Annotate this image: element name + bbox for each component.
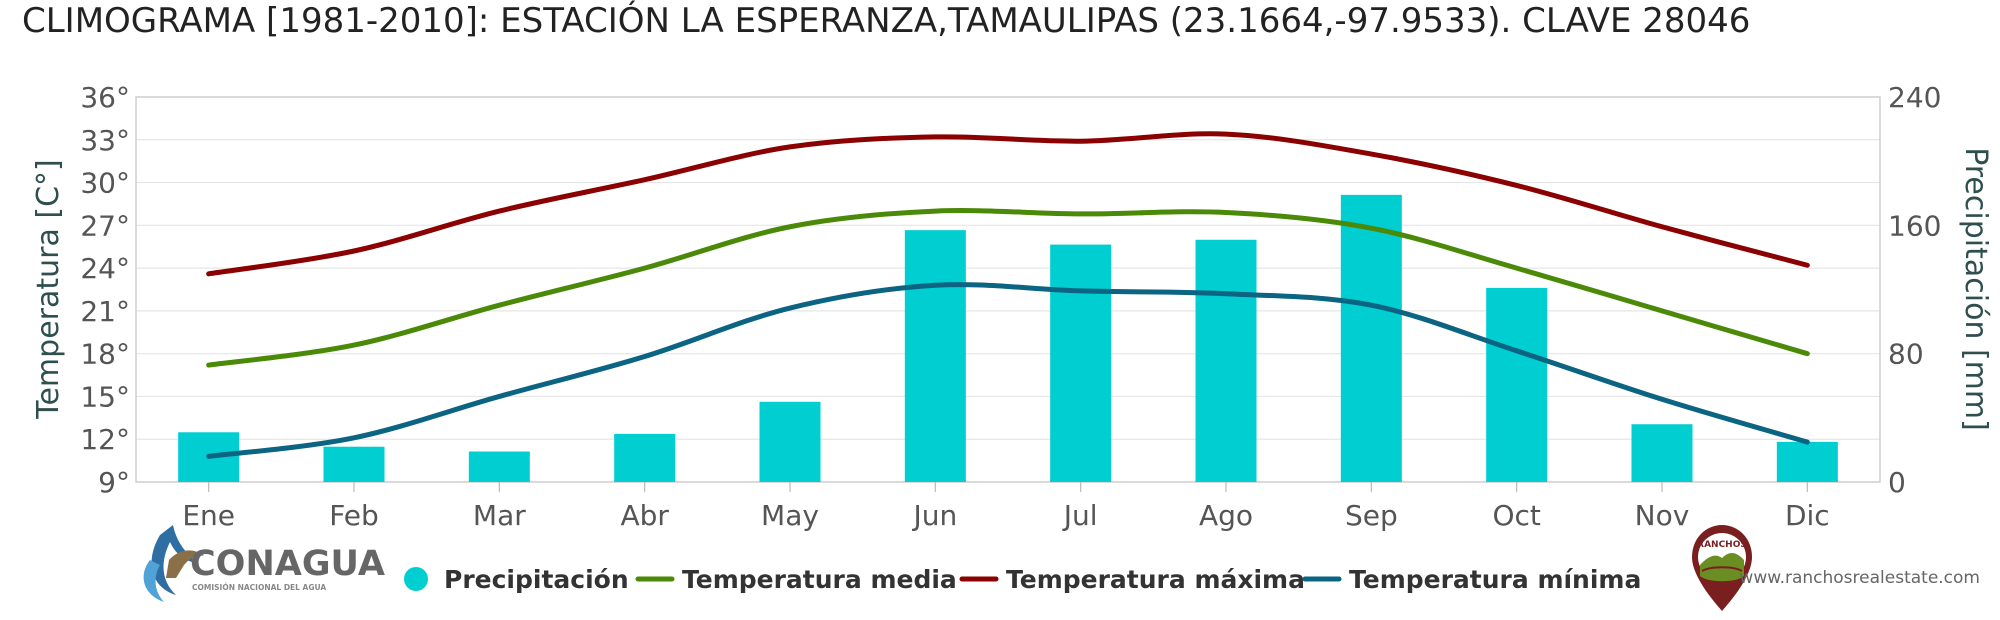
x-tick-label: Jun xyxy=(911,499,957,532)
x-tick-label: Mar xyxy=(473,499,526,532)
left-tick-label: 27° xyxy=(80,209,130,242)
left-tick-label: 24° xyxy=(80,252,130,285)
x-tick-label: Dic xyxy=(1785,499,1830,532)
right-tick-label: 160 xyxy=(1888,209,1941,242)
x-tick-label: Jul xyxy=(1062,499,1098,532)
legend-item-label: Temperatura media xyxy=(682,565,957,594)
right-tick-label: 0 xyxy=(1888,466,1906,499)
left-tick-label: 12° xyxy=(80,423,130,456)
precipitation-bar xyxy=(1340,194,1402,482)
precipitation-bar xyxy=(1776,441,1838,482)
precipitation-bar xyxy=(468,451,530,482)
precipitation-bar xyxy=(1486,287,1548,482)
left-tick-label: 18° xyxy=(80,338,130,371)
conagua-logo-text: CONAGUA xyxy=(190,544,385,584)
left-axis-title: Temperatura [C°] xyxy=(31,159,66,420)
right-tick-label: 240 xyxy=(1888,81,1941,114)
gridlines xyxy=(136,96,1880,483)
x-axis-ticks: Ene Feb Mar Abr May Jun Jul Ago Sep Oct Nov Dic xyxy=(182,482,1830,532)
legend-item-label: Temperatura máxima xyxy=(1006,565,1305,594)
temperatura-maxima-line xyxy=(206,131,1810,277)
precipitation-bar xyxy=(1631,424,1693,482)
precipitation-bar xyxy=(904,230,966,482)
x-tick-label: Oct xyxy=(1492,499,1540,532)
left-tick-label: 9° xyxy=(98,466,130,499)
website-url[interactable]: www.ranchosrealestate.com xyxy=(1739,568,1980,588)
right-axis-ticks: 0 80 160 240 xyxy=(1888,81,1941,499)
x-tick-label: Abr xyxy=(620,499,669,532)
precipitation-bars xyxy=(178,194,1838,482)
temperature-lines xyxy=(206,131,1810,459)
ranchos-logo: RANCHOS xyxy=(1692,525,1752,611)
x-tick-label: Ago xyxy=(1199,499,1253,532)
x-tick-label: Sep xyxy=(1345,499,1398,532)
precipitation-bar xyxy=(614,433,676,482)
left-axis-ticks: 9° 12° 15° 18° 21° 24° 27° 30° 33° 36° xyxy=(80,81,130,499)
chart-title: CLIMOGRAMA [1981-2010]: ESTACIÓN LA ESPE… xyxy=(22,0,1750,41)
x-tick-label: May xyxy=(761,499,819,532)
ranchos-logo-text: RANCHOS xyxy=(1697,540,1747,550)
left-tick-label: 36° xyxy=(80,81,130,114)
temperatura-media-line xyxy=(206,208,1810,368)
legend-item-label: Temperatura mínima xyxy=(1349,565,1641,594)
plot-area xyxy=(135,96,1881,483)
left-tick-label: 33° xyxy=(80,124,130,157)
conagua-logo: CONAGUA COMISIÓN NACIONAL DEL AGUA xyxy=(143,525,385,602)
right-axis-title: Precipitación [mm] xyxy=(1958,147,1993,431)
precipitation-bar xyxy=(323,446,385,482)
left-tick-label: 21° xyxy=(80,295,130,328)
conagua-subtext: COMISIÓN NACIONAL DEL AGUA xyxy=(192,583,326,592)
right-tick-label: 80 xyxy=(1888,338,1924,371)
x-tick-label: Ene xyxy=(182,499,235,532)
temperatura-minima-line xyxy=(206,282,1810,459)
precipitation-bar xyxy=(759,401,821,482)
left-tick-label: 30° xyxy=(80,167,130,200)
x-tick-label: Feb xyxy=(329,499,379,532)
precipitation-bar xyxy=(1195,239,1257,482)
left-tick-label: 15° xyxy=(80,380,130,413)
legend-marker-precipitation xyxy=(404,567,428,591)
x-tick-label: Nov xyxy=(1635,499,1690,532)
legend-item-label: Precipitación xyxy=(444,565,629,594)
legend: Precipitación Temperatura media Temperatur… xyxy=(404,565,1641,594)
precipitation-bar xyxy=(1050,244,1112,482)
